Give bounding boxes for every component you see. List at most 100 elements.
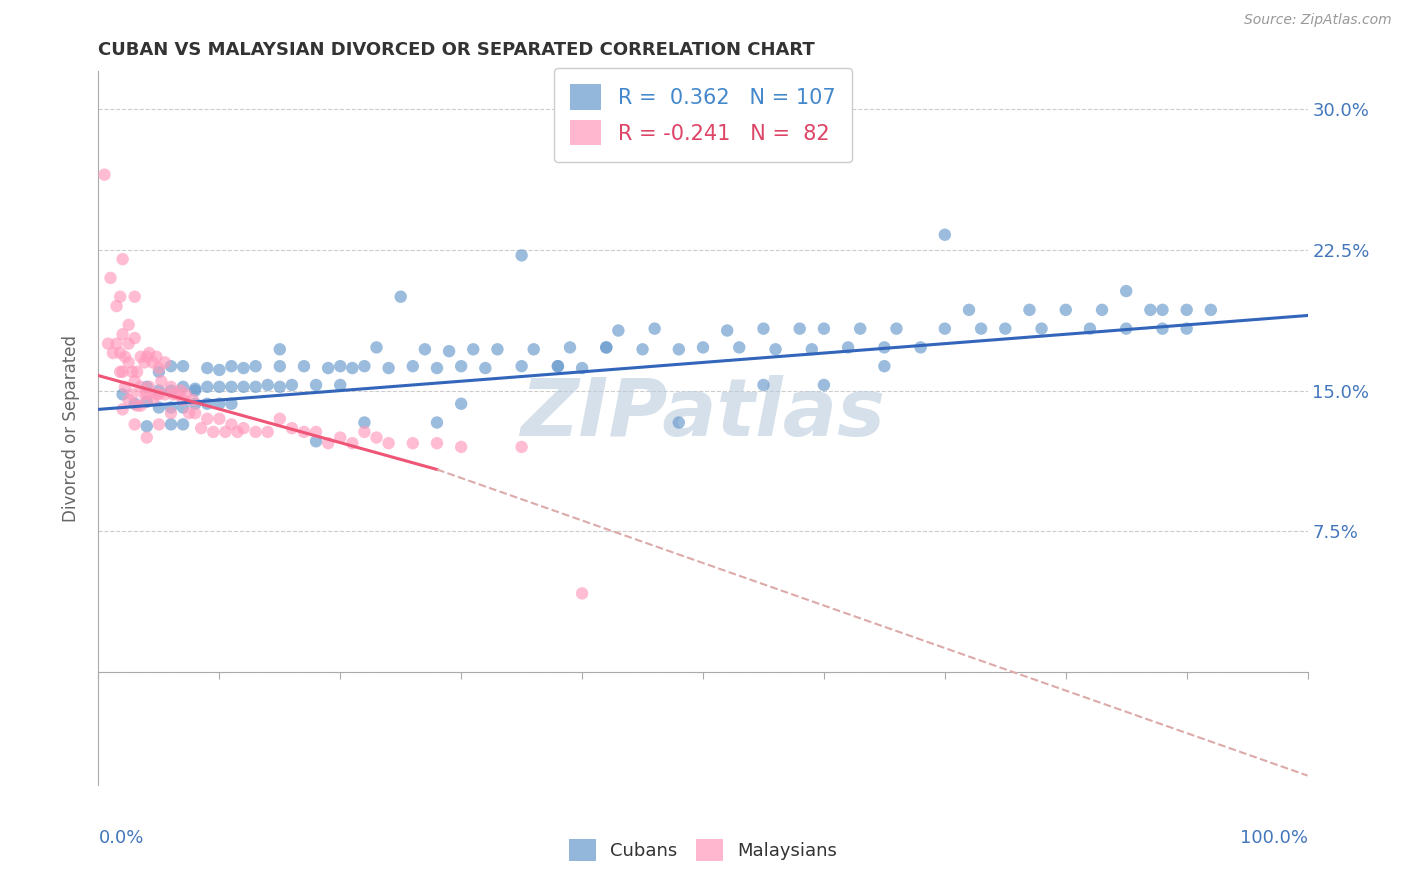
Text: 100.0%: 100.0% bbox=[1240, 829, 1308, 847]
Point bbox=[129, 380, 152, 394]
Point bbox=[181, 392, 204, 407]
Point bbox=[172, 417, 194, 432]
Point bbox=[1115, 284, 1137, 298]
Point bbox=[208, 411, 231, 425]
Point bbox=[202, 425, 225, 439]
Text: 0.0%: 0.0% bbox=[98, 829, 143, 847]
Point bbox=[571, 361, 593, 376]
Point bbox=[100, 271, 122, 285]
Point bbox=[190, 421, 212, 435]
Point bbox=[105, 299, 128, 313]
Point bbox=[162, 387, 184, 401]
Point bbox=[474, 361, 496, 376]
Point bbox=[510, 359, 533, 374]
Point bbox=[214, 425, 236, 439]
Point bbox=[101, 346, 124, 360]
Point bbox=[124, 374, 146, 388]
Point bbox=[402, 359, 425, 374]
Point bbox=[135, 380, 157, 394]
Point bbox=[450, 397, 472, 411]
Point bbox=[366, 340, 388, 354]
Point bbox=[127, 365, 149, 379]
Point bbox=[329, 378, 352, 392]
Point bbox=[873, 340, 896, 354]
Point bbox=[245, 380, 267, 394]
Point bbox=[281, 421, 304, 435]
Point bbox=[172, 359, 194, 374]
Point bbox=[150, 374, 173, 388]
Point bbox=[135, 387, 157, 401]
Point bbox=[1091, 302, 1114, 317]
Point bbox=[195, 380, 218, 394]
Point bbox=[1054, 302, 1077, 317]
Point bbox=[105, 336, 128, 351]
Point bbox=[208, 363, 231, 377]
Point bbox=[208, 380, 231, 394]
Point bbox=[752, 378, 775, 392]
Point bbox=[145, 387, 167, 401]
Point bbox=[1031, 321, 1053, 335]
Point bbox=[644, 321, 666, 335]
Point bbox=[148, 387, 170, 401]
Point bbox=[269, 343, 291, 357]
Point bbox=[510, 440, 533, 454]
Point bbox=[148, 361, 170, 376]
Point bbox=[118, 392, 141, 407]
Point bbox=[124, 290, 146, 304]
Point bbox=[256, 425, 278, 439]
Point bbox=[232, 421, 254, 435]
Point bbox=[129, 399, 152, 413]
Point bbox=[166, 387, 188, 401]
Point bbox=[668, 416, 690, 430]
Point bbox=[1175, 321, 1198, 335]
Point bbox=[121, 365, 143, 379]
Point bbox=[160, 406, 183, 420]
Point bbox=[160, 359, 183, 374]
Point bbox=[108, 365, 131, 379]
Point bbox=[135, 431, 157, 445]
Point bbox=[153, 355, 176, 369]
Point bbox=[172, 401, 194, 415]
Point bbox=[450, 359, 472, 374]
Point bbox=[752, 321, 775, 335]
Y-axis label: Divorced or Separated: Divorced or Separated bbox=[62, 334, 80, 522]
Point bbox=[510, 248, 533, 262]
Point bbox=[789, 321, 811, 335]
Point bbox=[281, 378, 304, 392]
Point bbox=[138, 380, 160, 394]
Point bbox=[226, 425, 249, 439]
Point bbox=[221, 359, 243, 374]
Point bbox=[129, 350, 152, 364]
Point bbox=[377, 361, 399, 376]
Point bbox=[93, 168, 115, 182]
Point bbox=[153, 387, 176, 401]
Point bbox=[195, 361, 218, 376]
Point bbox=[111, 365, 134, 379]
Point bbox=[108, 346, 131, 360]
Text: ZIPatlas: ZIPatlas bbox=[520, 375, 886, 453]
Point bbox=[148, 401, 170, 415]
Point bbox=[148, 384, 170, 398]
Point bbox=[221, 380, 243, 394]
Point bbox=[547, 359, 569, 374]
Point bbox=[148, 417, 170, 432]
Text: Source: ZipAtlas.com: Source: ZipAtlas.com bbox=[1244, 13, 1392, 28]
Point bbox=[389, 290, 412, 304]
Point bbox=[135, 350, 157, 364]
Point bbox=[1018, 302, 1040, 317]
Point bbox=[269, 359, 291, 374]
Point bbox=[437, 344, 460, 359]
Point bbox=[1152, 302, 1174, 317]
Point bbox=[342, 436, 364, 450]
Point bbox=[316, 361, 339, 376]
Point bbox=[256, 378, 278, 392]
Point bbox=[179, 406, 201, 420]
Point bbox=[114, 350, 136, 364]
Point bbox=[124, 331, 146, 345]
Point bbox=[692, 340, 714, 354]
Point bbox=[329, 431, 352, 445]
Point bbox=[111, 252, 134, 267]
Point bbox=[124, 417, 146, 432]
Point bbox=[813, 378, 835, 392]
Point bbox=[160, 401, 183, 415]
